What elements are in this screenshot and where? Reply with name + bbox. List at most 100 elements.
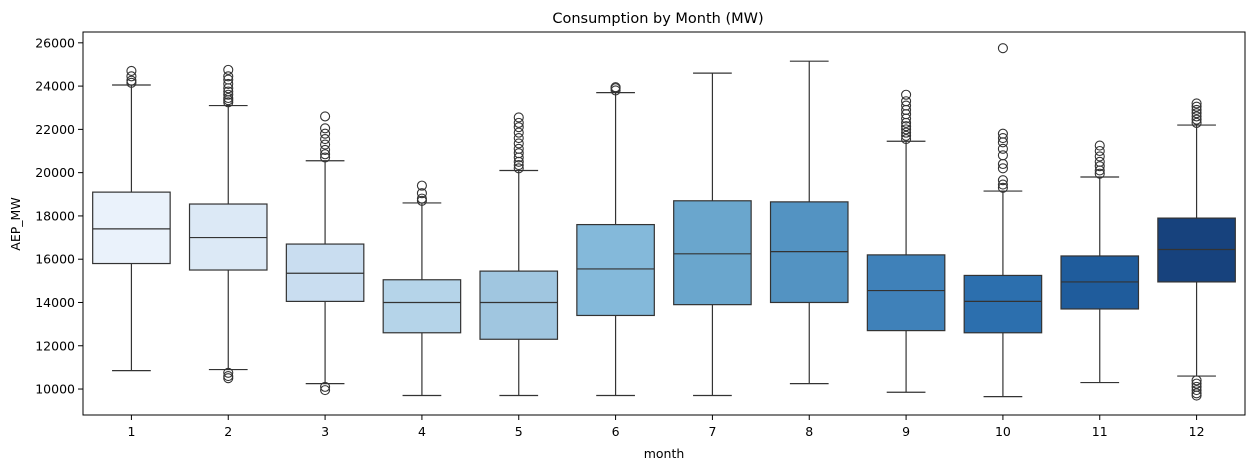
plot-frame — [82, 31, 1246, 416]
box-iqr — [92, 191, 171, 265]
outlier-point — [513, 127, 524, 138]
outlier-point — [1094, 161, 1105, 172]
x-tick-label: 8 — [805, 424, 813, 439]
outlier-point — [901, 134, 912, 145]
x-tick-label: 2 — [224, 424, 232, 439]
outlier-point — [223, 71, 234, 82]
outlier-point — [997, 175, 1008, 186]
x-tick-label: 1 — [127, 424, 135, 439]
y-tick-label: 22000 — [35, 122, 75, 137]
outlier-point — [1094, 140, 1105, 151]
outlier-point — [1191, 108, 1202, 119]
outlier-point — [997, 182, 1008, 193]
outlier-point — [416, 180, 427, 191]
outlier-point — [223, 74, 234, 85]
y-tick-label: 24000 — [35, 79, 75, 94]
chart-title: Consumption by Month (MW) — [552, 11, 763, 27]
outlier-point — [610, 82, 621, 93]
x-axis-label: month — [644, 446, 685, 461]
x-tick-label: 6 — [612, 424, 620, 439]
outlier-point — [320, 128, 331, 139]
outlier-point — [997, 163, 1008, 174]
plot-area: 10000 12000 14000 16000 18000 20000 22000 24000… — [35, 31, 1246, 439]
y-tick-label: 18000 — [35, 208, 75, 223]
outlier-point — [223, 92, 234, 104]
outlier-point — [320, 152, 331, 163]
x-tick-label: 9 — [902, 424, 910, 439]
box-iqr — [866, 254, 946, 332]
outlier-point — [513, 160, 524, 171]
outlier-point — [997, 43, 1008, 54]
outlier-point — [320, 381, 331, 392]
outlier-point — [1191, 381, 1202, 392]
outlier-point — [1094, 151, 1105, 162]
y-tick-label: 16000 — [35, 252, 75, 267]
outlier-point — [513, 143, 524, 154]
outlier-point — [901, 100, 912, 111]
box-iqr — [479, 270, 559, 340]
outlier-point — [1191, 117, 1202, 128]
outlier-point — [901, 96, 912, 107]
outlier-point — [126, 75, 137, 86]
outlier-point — [513, 148, 524, 159]
outlier-point — [416, 188, 427, 199]
x-tick-label: 5 — [515, 424, 523, 439]
outlier-point — [223, 371, 234, 382]
outlier-point — [1191, 101, 1202, 112]
x-tick-label: 10 — [995, 424, 1011, 439]
outlier-point — [901, 127, 912, 138]
y-tick-label: 10000 — [35, 382, 75, 397]
outlier-point — [901, 89, 912, 100]
outlier-point — [320, 111, 331, 122]
outlier-point — [997, 128, 1008, 139]
outlier-point — [513, 163, 524, 174]
outlier-point — [1191, 114, 1202, 125]
outlier-point — [1191, 378, 1202, 389]
outlier-point — [1094, 168, 1105, 179]
y-tick-label: 26000 — [35, 35, 75, 50]
y-tick-label: 12000 — [35, 338, 75, 353]
outlier-point — [901, 121, 912, 132]
outlier-point — [1191, 375, 1202, 386]
outlier-point — [997, 132, 1008, 144]
outlier-point — [513, 122, 524, 133]
outlier-point — [1191, 385, 1202, 396]
outlier-point — [997, 150, 1008, 161]
outlier-point — [1191, 111, 1202, 122]
outlier-point — [320, 149, 331, 160]
outlier-point — [223, 78, 234, 89]
outlier-point — [320, 123, 331, 134]
box-iqr — [382, 279, 462, 334]
y-tick-label: 14000 — [35, 295, 75, 310]
outlier-point — [513, 117, 524, 128]
outlier-point — [126, 65, 137, 76]
outlier-point — [901, 130, 912, 141]
outlier-point — [997, 179, 1008, 190]
x-tick-label: 12 — [1189, 424, 1205, 439]
outlier-point — [320, 139, 331, 150]
outlier-point — [223, 64, 234, 75]
outlier-point — [320, 385, 331, 396]
outlier-point — [223, 89, 234, 100]
outlier-point — [126, 71, 137, 82]
outlier-point — [416, 193, 427, 204]
x-tick-label: 4 — [418, 424, 426, 439]
outlier-point — [223, 367, 234, 378]
outlier-point — [1191, 104, 1202, 115]
outlier-point — [1191, 98, 1202, 109]
outlier-point — [223, 86, 234, 97]
outlier-point — [1094, 145, 1105, 157]
y-axis-label: AEP_MW — [8, 197, 23, 250]
x-tick-label: 7 — [708, 424, 716, 439]
box-iqr — [963, 274, 1043, 334]
outlier-point — [901, 124, 912, 135]
outlier-point — [320, 134, 331, 145]
outlier-point — [1191, 388, 1202, 399]
y-tick-label: 20000 — [35, 165, 75, 180]
x-tick-label: 11 — [1092, 424, 1108, 439]
box-iqr — [673, 200, 752, 306]
outlier-point — [513, 138, 524, 149]
outlier-point — [513, 112, 524, 123]
outlier-point — [1094, 156, 1105, 167]
